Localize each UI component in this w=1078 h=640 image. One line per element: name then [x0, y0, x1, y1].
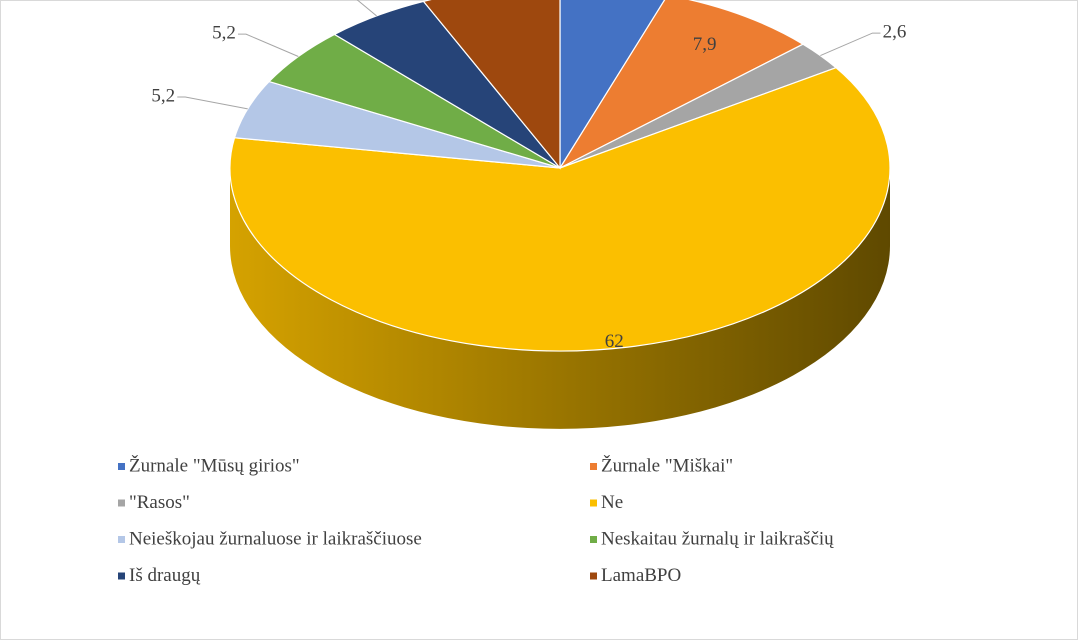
slice [559, 0, 666, 171]
slice [229, 67, 891, 352]
legend-label: Neieškojau žurnaluose ir laikraščiuose [129, 528, 422, 549]
slice-side [230, 168, 890, 429]
legend-label: Žurnale "Mūsų girios" [129, 454, 300, 476]
legend-label: LamaBPO [601, 565, 681, 586]
data-label: 5,2 [212, 23, 236, 44]
leader-line [238, 33, 299, 57]
legend-label: Žurnale "Miškai" [601, 454, 733, 476]
data-label: 7,9 [693, 34, 717, 55]
legend-swatch [590, 536, 597, 543]
legend-swatch [118, 572, 125, 580]
legend-swatch [590, 499, 597, 507]
data-label: 62 [605, 331, 624, 352]
legend-swatch [118, 536, 125, 543]
legend-swatch [590, 463, 597, 470]
data-label: 5,2 [151, 85, 175, 106]
legend-label: "Rasos" [129, 492, 190, 513]
leader-line [356, 0, 377, 17]
slice [422, 0, 561, 170]
slice [558, 0, 805, 170]
legend-swatch [118, 499, 125, 507]
leader-line [820, 32, 881, 57]
legend-label: Neskaitau žurnalų ir laikraščių [601, 528, 834, 549]
legend-swatch [118, 463, 125, 470]
leader-line [177, 96, 248, 110]
data-label: 2,6 [883, 21, 907, 42]
legend-label: Ne [601, 492, 623, 513]
legend-label: Iš draugų [129, 565, 201, 586]
legend-swatch [590, 572, 597, 580]
